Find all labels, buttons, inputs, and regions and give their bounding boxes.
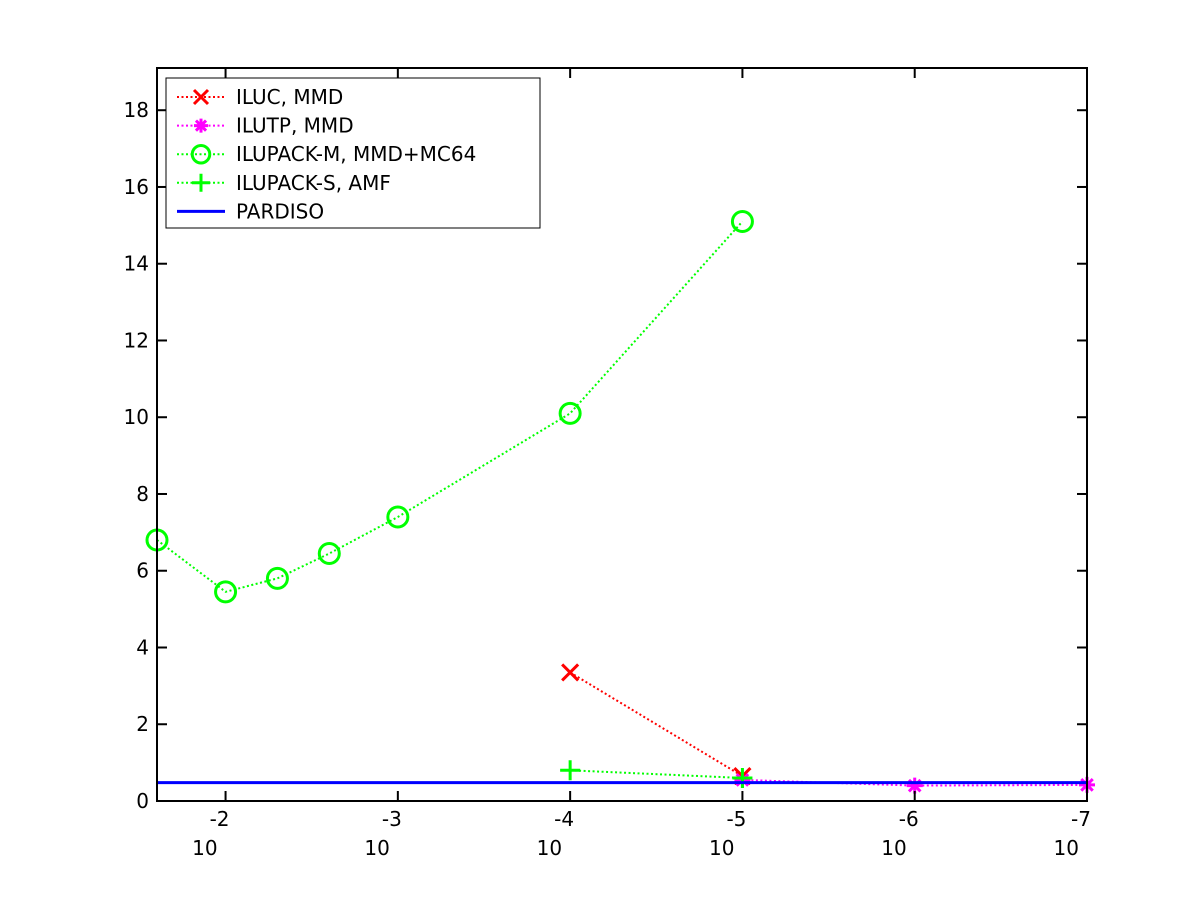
data-point-ilupack-m-mmd-mc64-5 xyxy=(558,401,582,425)
data-point-ilupack-m-mmd-mc64-4 xyxy=(386,505,410,529)
series-line-ilupack-s-amf xyxy=(570,769,743,779)
x-tick-exponent--3: -3 xyxy=(382,807,402,831)
legend-label-iluc-mmd: ILUC, MMD xyxy=(236,85,343,109)
series-line-ilupack-m-mmd-mc64 xyxy=(156,220,744,593)
x-tick-label--5: 10 xyxy=(709,836,734,860)
x-tick-label--3: 10 xyxy=(364,836,389,860)
x-tick-exponent--5: -5 xyxy=(726,807,746,831)
legend-marker-ilutp-mmd xyxy=(194,118,208,133)
data-point-iluc-mmd-0 xyxy=(561,663,580,682)
legend-label-ilutp-mmd: ILUTP, MMD xyxy=(236,114,354,138)
x-tick-exponent--6: -6 xyxy=(899,807,919,831)
y-tick-label-4: 4 xyxy=(136,635,149,659)
legend-marker-iluc-mmd xyxy=(192,88,210,106)
legend-entry-ilutp-mmd: ILUTP, MMD xyxy=(177,114,354,138)
legend-entry-iluc-mmd: ILUC, MMD xyxy=(177,85,343,109)
data-point-ilupack-m-mmd-mc64-1 xyxy=(214,580,238,604)
legend-label-ilupack-s-amf: ILUPACK-S, AMF xyxy=(236,171,391,195)
axes-box xyxy=(156,67,1088,802)
data-point-ilutp-mmd-1 xyxy=(906,777,923,794)
y-tick-label-14: 14 xyxy=(124,252,149,276)
data-point-ilupack-m-mmd-mc64-2 xyxy=(265,566,289,590)
data-point-ilupack-s-amf-1 xyxy=(732,767,753,788)
y-tick-label-18: 18 xyxy=(124,98,149,122)
legend-marker-ilupack-s-amf xyxy=(192,173,210,192)
series-line-iluc-mmd xyxy=(569,671,743,777)
data-point-ilupack-m-mmd-mc64-6 xyxy=(730,210,754,234)
y-tick-label-0: 0 xyxy=(136,789,149,813)
data-point-ilupack-s-amf-0 xyxy=(560,760,581,781)
x-tick-label--6: 10 xyxy=(881,836,906,860)
legend-marker-ilupack-m-mmd-mc64 xyxy=(190,143,212,165)
legend-entry-ilupack-s-amf: ILUPACK-S, AMF xyxy=(177,171,391,195)
y-tick-label-2: 2 xyxy=(136,712,149,736)
y-tick-label-8: 8 xyxy=(136,482,149,506)
legend-entry-pardiso: PARDISO xyxy=(177,199,324,223)
y-tick-label-6: 6 xyxy=(136,559,149,583)
axes: 0 2 4 6 8 10 12 14 16 18 10 -2 10 -3 10 -4 10 -5 10 -6 10 -7 xyxy=(124,67,1091,860)
legend: ILUC, MMD ILUTP, MMD ILUPACK-M, MMD+MC64 IL… xyxy=(165,77,541,229)
y-tick-label-16: 16 xyxy=(124,175,149,199)
legend-box xyxy=(165,77,541,229)
x-tick-label--2: 10 xyxy=(192,836,217,860)
series-ilupack-s-amf xyxy=(560,760,753,788)
legend-label-pardiso: PARDISO xyxy=(236,199,324,223)
x-tick-label--4: 10 xyxy=(537,836,562,860)
x-tick-exponent--2: -2 xyxy=(210,807,230,831)
legend-entry-ilupack-m-mmd-mc64: ILUPACK-M, MMD+MC64 xyxy=(177,142,476,166)
x-tick-label--7: 10 xyxy=(1054,836,1079,860)
y-tick-label-12: 12 xyxy=(124,328,149,352)
y-tick-label-10: 10 xyxy=(124,405,149,429)
data-point-ilupack-m-mmd-mc64-3 xyxy=(317,541,341,565)
legend-label-ilupack-m-mmd-mc64: ILUPACK-M, MMD+MC64 xyxy=(236,142,476,166)
x-tick-exponent--4: -4 xyxy=(554,807,574,831)
x-tick-exponent--7: -7 xyxy=(1071,807,1091,831)
